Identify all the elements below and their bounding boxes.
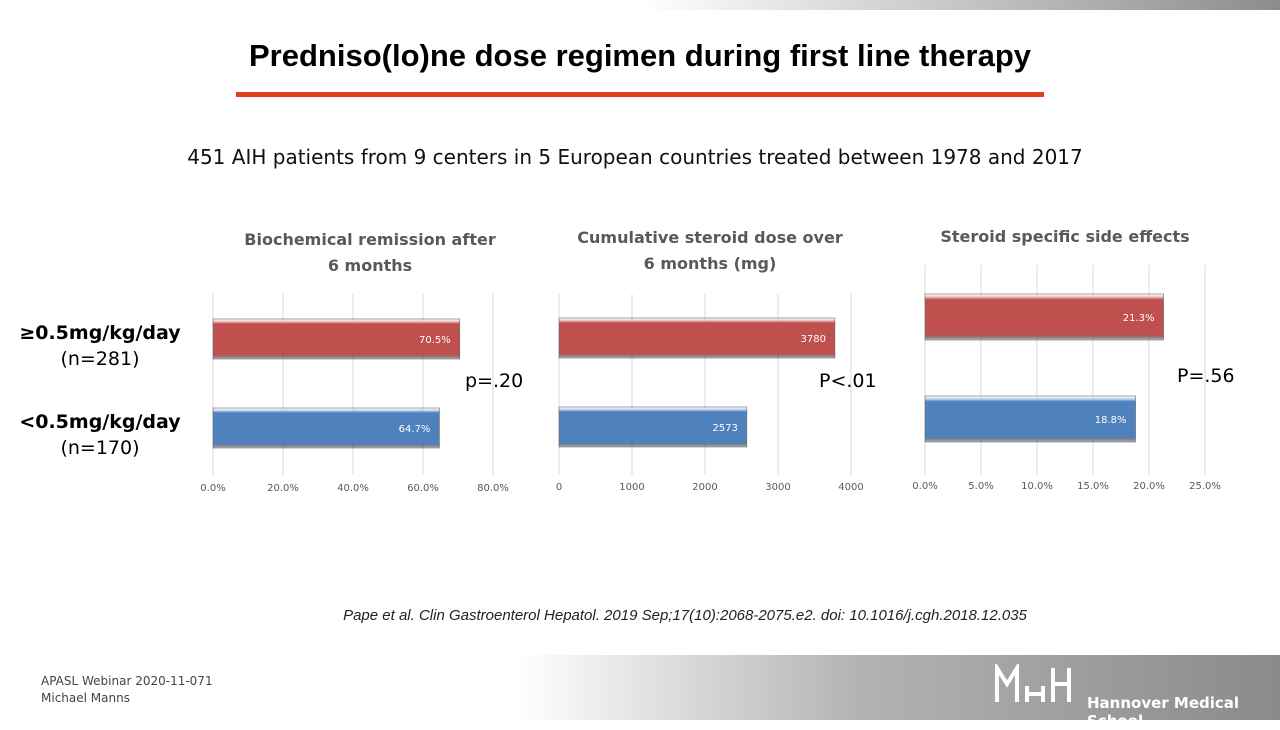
chart-1-tick-label: 80.0% [477, 483, 509, 494]
chart-2-p-value: P<.01 [819, 370, 877, 392]
slide-subtitle: 451 AIH patients from 9 centers in 5 Eur… [187, 145, 1083, 169]
chart-1-data-label-high-dose: 70.5% [419, 335, 451, 346]
chart-1-bar-low-dose [212, 407, 440, 449]
chart-2-bar-low-dose [558, 406, 748, 448]
footer-info: APASL Webinar 2020-11-071 Michael Manns [41, 673, 213, 707]
chart-3-tick-label: 5.0% [968, 481, 993, 492]
chart-3-data-label-low-dose: 18.8% [1095, 415, 1127, 426]
chart-3-p-value: P=.56 [1177, 365, 1235, 387]
chart-1-tick-label: 40.0% [337, 483, 369, 494]
chart-3-tick-label: 10.0% [1021, 481, 1053, 492]
chart-3-tick-label: 15.0% [1077, 481, 1109, 492]
chart-3-tick-label: 25.0% [1189, 481, 1221, 492]
chart-2-title: Cumulative steroid dose over 6 months (m… [577, 228, 843, 273]
footer-presenter: Michael Manns [41, 691, 130, 705]
group-low-dose-label: <0.5mg/kg/day (n=170) [0, 411, 200, 459]
chart-2-tick-label: 4000 [838, 482, 863, 493]
chart-2-bar-high-dose [558, 317, 836, 359]
group-low-dose-name: <0.5mg/kg/day [19, 411, 181, 433]
chart-3-tick-label: 0.0% [912, 481, 937, 492]
mhh-logo-icon [995, 664, 1071, 702]
chart-3-tick-label: 20.0% [1133, 481, 1165, 492]
chart-1-data-label-low-dose: 64.7% [399, 424, 431, 435]
chart-1-tick-label: 20.0% [267, 483, 299, 494]
chart-1-tick-label: 60.0% [407, 483, 439, 494]
chart-2-data-label-high-dose: 3780 [800, 334, 825, 345]
chart-2-tick-label: 1000 [619, 482, 644, 493]
chart-2-data-label-low-dose: 2573 [712, 423, 737, 434]
chart-3-bar-low-dose [924, 395, 1136, 443]
logo-text: Hannover Medical School [1087, 694, 1240, 730]
chart-2-tick-label: 0 [556, 482, 562, 493]
group-high-dose-label: ≥0.5mg/kg/day (n=281) [0, 322, 200, 370]
group-high-dose-name: ≥0.5mg/kg/day [19, 322, 181, 344]
chart-1-bar-high-dose [212, 318, 461, 360]
chart-3-title: Steroid specific side effects [940, 227, 1190, 246]
group-high-dose-n: (n=281) [60, 348, 140, 370]
bottom-gradient-band [515, 655, 1280, 720]
slide-title: Predniso(lo)ne dose regimen during first… [248, 38, 1031, 73]
chart-1-title: Biochemical remission after 6 months [244, 230, 496, 275]
chart-3-bar-high-dose [924, 293, 1164, 341]
chart-2-tick-label: 3000 [765, 482, 790, 493]
title-underline [236, 92, 1044, 97]
citation: Pape et al. Clin Gastroenterol Hepatol. … [343, 607, 1027, 624]
top-gradient-band [640, 0, 1280, 10]
chart-3-data-label-high-dose: 21.3% [1123, 313, 1155, 324]
chart-2-tick-label: 2000 [692, 482, 717, 493]
footer-webinar: APASL Webinar 2020-11-071 [41, 674, 213, 688]
chart-1-tick-label: 0.0% [200, 483, 225, 494]
chart-1-p-value: p=.20 [465, 370, 524, 392]
group-low-dose-n: (n=170) [60, 437, 140, 459]
